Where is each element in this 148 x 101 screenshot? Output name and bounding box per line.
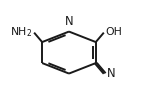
Text: N: N — [65, 15, 73, 28]
Text: NH$_2$: NH$_2$ — [10, 25, 32, 39]
Text: N: N — [106, 67, 115, 80]
Text: OH: OH — [106, 27, 122, 37]
